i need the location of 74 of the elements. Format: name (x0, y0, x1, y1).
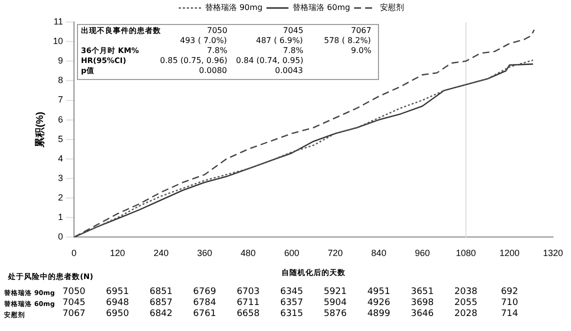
x-tick-label: 480 (240, 248, 256, 258)
annotation: 7050 (207, 26, 228, 36)
y-axis-title: 累积(%) (34, 112, 46, 148)
text: 6851 (150, 287, 172, 297)
text: 5876 (324, 309, 347, 319)
annotation: 7045 (283, 26, 304, 36)
text: 692 (500, 287, 518, 297)
x-tick-label: 1200 (499, 248, 520, 258)
text: 6345 (280, 287, 304, 297)
annotation: 0.85 (0.75, 0.96) (160, 56, 228, 66)
legend-label: 替格瑞洛 60mg (292, 3, 350, 12)
legend-label: 安慰剂 (380, 3, 404, 12)
text: 6711 (236, 298, 260, 308)
text: 7067 (62, 309, 86, 319)
text: 6315 (280, 309, 304, 319)
x-tick-label: 120 (110, 248, 126, 258)
text: 7050 (62, 287, 86, 297)
text: 3651 (410, 287, 434, 297)
x-tick-label: 1320 (542, 248, 564, 258)
y-tick-label: 1 (58, 212, 64, 222)
annotation: 7.8% (283, 46, 304, 56)
y-tick-label: 5 (58, 134, 64, 144)
text: 5921 (324, 287, 347, 297)
legend-label: 替格瑞洛 90mg (204, 3, 262, 12)
annotation: 0.0080 (199, 66, 227, 76)
text: 2038 (454, 287, 478, 297)
y-tick-label: 6 (58, 114, 64, 124)
text: 710 (500, 298, 518, 308)
annotation: 7067 (351, 26, 372, 36)
y-tick-label: 3 (58, 172, 64, 183)
text: 5904 (324, 298, 347, 308)
text: 2055 (454, 298, 478, 308)
text: 3698 (410, 298, 434, 308)
text: 714 (500, 309, 518, 319)
x-tick-label: 960 (414, 248, 430, 258)
x-tick-label: 840 (371, 248, 386, 258)
x-tick-label: 240 (154, 248, 169, 258)
text: 6357 (280, 298, 304, 308)
annotation: 487 ( 6.9%) (256, 36, 303, 46)
annotation: 493 ( 7.0%) (180, 36, 227, 46)
text: 3646 (410, 309, 434, 319)
text: 6951 (106, 287, 129, 297)
text: 6948 (106, 298, 129, 308)
text: 6703 (236, 287, 260, 297)
x-tick-label: 1080 (456, 248, 476, 258)
text: 4899 (367, 309, 390, 319)
text: 6658 (236, 309, 260, 319)
annotation: 9.0% (351, 46, 372, 56)
text: 2028 (454, 309, 478, 319)
y-tick-label: 0 (58, 232, 64, 242)
text: 6842 (150, 309, 172, 319)
text: 7045 (62, 298, 86, 308)
y-tick-label: 2 (58, 192, 64, 203)
text: 6769 (193, 287, 216, 297)
annotation: 578 ( 8.2%) (324, 36, 371, 46)
text: 6857 (150, 298, 172, 308)
annotation: 0.84 (0.74, 0.95) (236, 56, 304, 66)
y-tick-label: 9 (58, 56, 64, 66)
x-tick-label: 0 (72, 248, 77, 258)
x-tick-label: 600 (284, 248, 300, 258)
y-tick-label: 10 (52, 36, 64, 46)
y-tick-label: 7 (58, 94, 64, 105)
y-tick-label: 4 (58, 153, 64, 164)
annotation: 0.0043 (275, 66, 303, 76)
text: 6950 (106, 309, 129, 319)
text: 6761 (193, 309, 216, 319)
text: 4926 (367, 298, 390, 308)
y-tick-label: 8 (58, 75, 64, 86)
x-tick-label: 360 (197, 248, 212, 258)
annotation: 7.8% (207, 46, 228, 56)
text: 6784 (193, 298, 216, 308)
x-tick-label: 720 (328, 248, 343, 258)
y-tick-label: 11 (54, 16, 64, 26)
text: 4951 (367, 287, 390, 297)
